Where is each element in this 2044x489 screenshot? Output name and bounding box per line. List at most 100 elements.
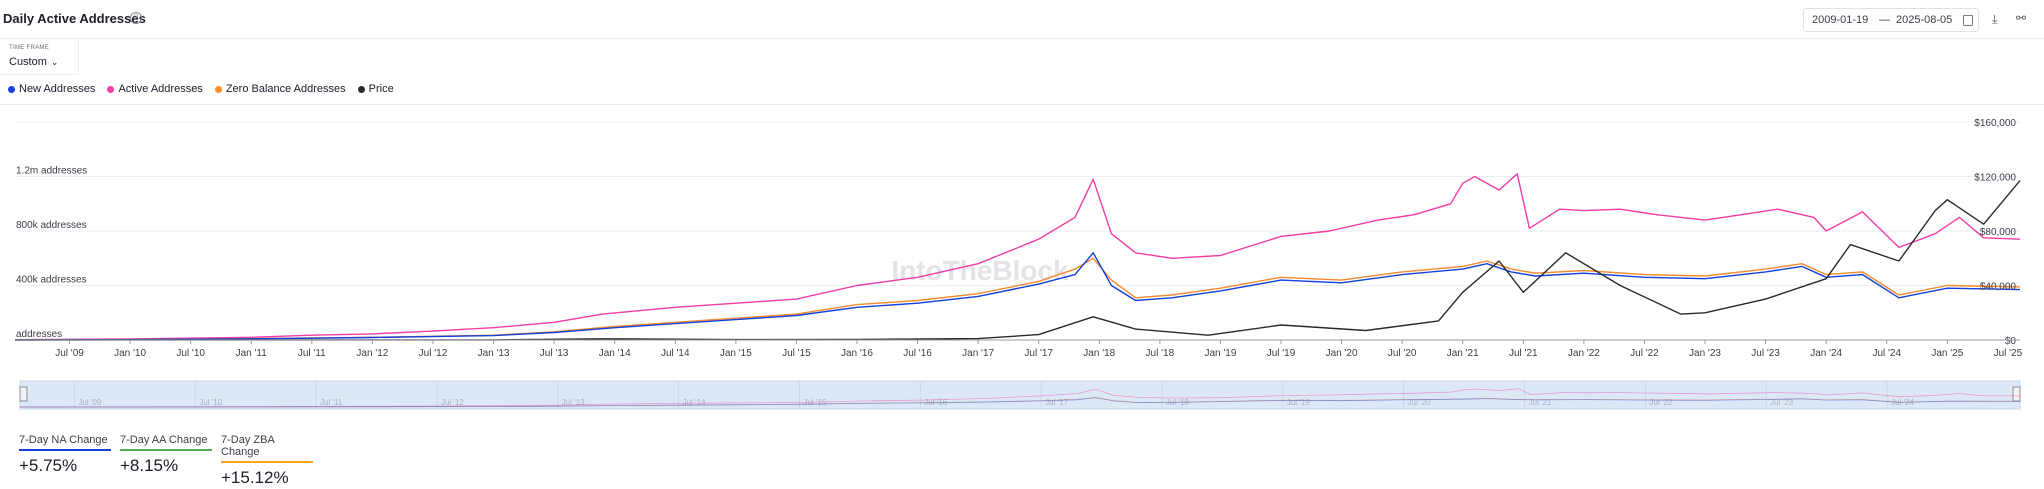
x-tick-label: Jul '25 (1994, 348, 2023, 359)
y-tick-label-left: 1.2m addresses (16, 166, 87, 177)
navigator-tick-label: Jul '16 (924, 398, 947, 407)
stat-value: +8.15% (120, 456, 179, 475)
legend-item-zero-balance-addresses[interactable]: Zero Balance Addresses (214, 83, 346, 95)
navigator-tick-label: Jul '19 (1287, 398, 1310, 407)
x-tick-label: Jan '12 (356, 348, 388, 359)
x-tick-label: Jan '23 (1689, 348, 1721, 359)
navigator-tick-label: Jul '12 (441, 398, 464, 407)
x-tick-label: Jan '18 (1083, 348, 1115, 359)
timeframe-value: Custom (9, 56, 47, 68)
legend-item-active-addresses[interactable]: Active Addresses (107, 83, 203, 95)
navigator-tick-label: Jul '14 (683, 398, 706, 407)
y-tick-label-left: addresses (16, 329, 62, 340)
timeframe-dropdown[interactable]: Custom ⌄ (9, 56, 58, 68)
x-tick-label: Jan '11 (236, 348, 268, 359)
legend-label: Active Addresses (118, 83, 203, 95)
y-tick-label-right: $40,000 (1980, 282, 2017, 293)
x-tick-label: Jul '11 (298, 348, 326, 359)
stat-value: +5.75% (19, 456, 78, 475)
y-tick-label-right: $0 (2005, 336, 2017, 347)
x-tick-label: Jul '24 (1872, 348, 1901, 359)
navigator-tick-label: Jul '09 (78, 398, 101, 407)
navigator-tick-label: Jul '22 (1649, 398, 1672, 407)
date-from[interactable]: 2009-01-19 (1812, 14, 1869, 26)
legend-item-price[interactable]: Price (357, 83, 394, 95)
x-tick-label: Jan '13 (478, 348, 510, 359)
download-icon[interactable]: ⤓ (1992, 12, 1998, 26)
link-icon[interactable]: ⚯ (2016, 11, 2027, 25)
navigator-tick-label: Jul '21 (1529, 398, 1552, 407)
stat-aa-change[interactable]: 7-Day AA Change +8.15% (120, 434, 212, 476)
legend-label: Price (368, 83, 394, 95)
chart-legend: New Addresses Active Addresses Zero Bala… (8, 83, 394, 95)
navigator-tick-label: Jul '15 (803, 398, 826, 407)
stat-value: +15.12% (221, 468, 289, 487)
navigator-series-line (20, 396, 2021, 408)
date-range-picker[interactable]: 2009-01-19 — 2025-08-05 (1803, 8, 1979, 32)
x-tick-label: Jul '20 (1388, 348, 1417, 359)
x-tick-label: Jul '09 (55, 348, 84, 359)
date-to[interactable]: 2025-08-05 (1896, 14, 1953, 26)
x-tick-label: Jan '25 (1931, 348, 1963, 359)
navigator-tick-label: Jul '11 (320, 398, 343, 407)
legend-dot (357, 85, 365, 93)
calendar-icon[interactable] (1963, 15, 1973, 26)
navigator-tick-label: Jul '23 (1770, 398, 1793, 407)
x-tick-label: Jul '19 (1267, 348, 1296, 359)
navigator-tick-label: Jul '10 (199, 398, 222, 407)
date-separator: — (1879, 14, 1890, 26)
x-tick-label: Jan '24 (1810, 348, 1842, 359)
x-tick-label: Jan '10 (114, 348, 146, 359)
x-tick-label: Jul '23 (1751, 348, 1780, 359)
legend-item-new-addresses[interactable]: New Addresses (8, 83, 95, 95)
x-tick-label: Jul '22 (1630, 348, 1659, 359)
header: Daily Active Addresses ? 2009-01-19 — 20… (0, 0, 2044, 39)
x-tick-label: Jul '21 (1509, 348, 1538, 359)
navigator-handle-left (19, 386, 28, 402)
stat-label: 7-Day ZBA Change (221, 434, 313, 463)
x-tick-label: Jul '18 (1146, 348, 1175, 359)
navigator-tick-label: Jul '17 (1045, 398, 1068, 407)
chevron-down-icon: ⌄ (50, 57, 59, 67)
x-tick-label: Jul '13 (540, 348, 569, 359)
stat-zba-change[interactable]: 7-Day ZBA Change +15.12% (221, 434, 313, 488)
legend-label: Zero Balance Addresses (225, 83, 346, 95)
x-tick-label: Jul '14 (661, 348, 690, 359)
x-tick-label: Jul '10 (176, 348, 205, 359)
series-line-active-addresses (14, 173, 2021, 341)
x-tick-label: Jan '22 (1568, 348, 1600, 359)
timeframe-label: TIME FRAME (9, 45, 49, 51)
y-tick-label-left: 800k addresses (16, 220, 87, 231)
divider (0, 104, 2044, 105)
navigator-tick-label: Jul '24 (1891, 398, 1914, 407)
stat-na-change[interactable]: 7-Day NA Change +5.75% (19, 434, 111, 476)
x-tick-label: Jan '16 (841, 348, 873, 359)
x-tick-label: Jan '14 (599, 348, 631, 359)
navigator-series-line (19, 388, 2021, 408)
navigator-tick-label: Jul '13 (562, 398, 585, 407)
legend-label: New Addresses (19, 83, 96, 95)
x-tick-label: Jan '15 (720, 348, 752, 359)
x-tick-label: Jul '15 (782, 348, 811, 359)
help-icon[interactable]: ? (130, 12, 142, 24)
legend-dot (214, 85, 222, 93)
page-title: Daily Active Addresses (3, 11, 146, 26)
x-tick-label: Jan '17 (962, 348, 994, 359)
y-tick-label-right: $160,000 (1974, 118, 2016, 129)
navigator-series-line (20, 397, 2021, 408)
watermark-text: IntoTheBlock (891, 255, 1069, 286)
x-tick-label: Jan '19 (1204, 348, 1236, 359)
x-tick-label: Jul '17 (1024, 348, 1053, 359)
series-line-zero-balance-addresses (14, 257, 2021, 341)
stat-label: 7-Day NA Change (19, 434, 111, 451)
series-line-new-addresses (14, 252, 2021, 341)
timeframe-selector[interactable]: TIME FRAME Custom ⌄ (0, 38, 79, 75)
x-tick-label: Jul '12 (419, 348, 448, 359)
stat-label: 7-Day AA Change (120, 434, 212, 451)
navigator-tick-label: Jul '18 (1166, 398, 1189, 407)
navigator-tick-label: Jul '20 (1408, 398, 1431, 407)
line-chart[interactable]: IntoTheBlock addresses 400k addresses 800k… (0, 0, 2044, 420)
x-tick-label: Jul '16 (903, 348, 932, 359)
x-tick-label: Jan '21 (1447, 348, 1479, 359)
x-tick-label: Jan '20 (1326, 348, 1358, 359)
